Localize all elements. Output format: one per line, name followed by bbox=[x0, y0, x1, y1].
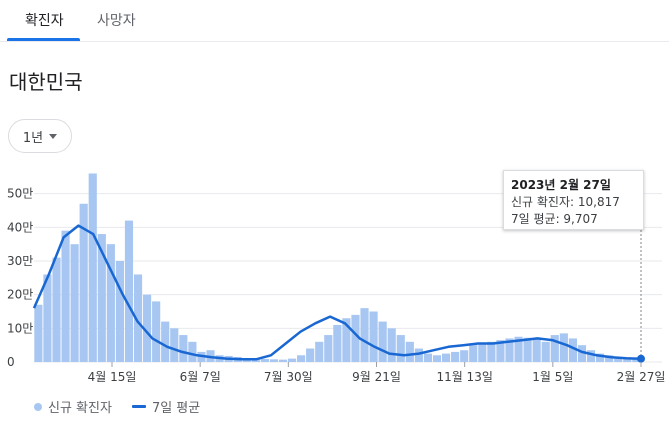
case-bar bbox=[324, 335, 333, 362]
legend-line-label: 7일 평균 bbox=[151, 401, 201, 416]
case-bar bbox=[451, 351, 460, 362]
case-bar bbox=[478, 343, 487, 362]
case-bar bbox=[97, 234, 106, 362]
case-bar bbox=[360, 308, 369, 362]
tab-bar: 확진자 사망자 bbox=[0, 0, 669, 42]
case-bar bbox=[568, 338, 577, 362]
tab-deaths[interactable]: 사망자 bbox=[97, 13, 136, 29]
case-bar bbox=[523, 337, 532, 362]
case-bar bbox=[306, 348, 315, 362]
case-bar bbox=[61, 230, 70, 362]
y-tick-label: 40만 bbox=[7, 220, 33, 234]
legend-line-swatch bbox=[131, 405, 146, 408]
tooltip-date: 2023년 2월 27일 bbox=[511, 178, 611, 192]
y-tick-label: 30만 bbox=[7, 254, 33, 268]
average-point-marker bbox=[637, 354, 645, 363]
case-bar bbox=[351, 314, 360, 362]
y-tick-label: 20만 bbox=[7, 288, 33, 302]
case-bar bbox=[115, 261, 124, 362]
case-bar bbox=[460, 350, 469, 362]
case-bar bbox=[378, 321, 387, 362]
x-tick-label: 11월 13일 bbox=[436, 370, 492, 384]
case-bar bbox=[260, 358, 269, 362]
y-tick-label: 10만 bbox=[7, 321, 33, 335]
x-tick-label: 2월 27일 bbox=[617, 370, 666, 384]
x-tick-label: 6월 7일 bbox=[180, 370, 221, 384]
case-bar bbox=[70, 244, 79, 362]
y-tick-label: 50만 bbox=[7, 187, 33, 201]
case-bar bbox=[405, 341, 414, 362]
case-bar bbox=[550, 335, 559, 362]
case-bar bbox=[559, 333, 568, 362]
case-bar bbox=[152, 301, 161, 362]
case-bar bbox=[487, 341, 496, 362]
case-bar bbox=[496, 340, 505, 362]
case-bar bbox=[441, 353, 451, 362]
case-bar bbox=[188, 341, 197, 362]
case-bar bbox=[623, 357, 632, 362]
case-bar bbox=[577, 345, 587, 362]
case-bar bbox=[179, 335, 188, 362]
case-bar bbox=[333, 324, 342, 362]
case-bar bbox=[632, 358, 641, 362]
case-bar bbox=[586, 350, 596, 362]
case-bar bbox=[387, 328, 396, 362]
case-bar bbox=[505, 338, 514, 362]
region-title: 대한민국 bbox=[9, 70, 83, 94]
case-bar bbox=[369, 311, 378, 362]
case-bar bbox=[297, 355, 306, 362]
case-bar bbox=[414, 348, 423, 362]
tooltip-average: 7일 평균: 9,707 bbox=[511, 212, 598, 226]
case-bar bbox=[52, 257, 61, 362]
case-bar bbox=[541, 341, 550, 362]
chart-tooltip: 2023년 2월 27일 신규 확진자: 10,817 7일 평균: 9,707 bbox=[503, 170, 644, 230]
case-bar bbox=[106, 244, 115, 362]
active-tab-indicator bbox=[7, 38, 80, 41]
x-tick-label: 1월 5일 bbox=[532, 370, 573, 384]
case-bar bbox=[596, 353, 605, 362]
case-bar bbox=[88, 173, 97, 362]
case-bar bbox=[124, 220, 134, 362]
case-bar bbox=[469, 345, 478, 362]
legend-bar-label: 신규 확진자 bbox=[48, 401, 112, 416]
case-bar bbox=[34, 304, 43, 362]
average-line bbox=[32, 224, 642, 361]
range-label: 1년 bbox=[22, 130, 44, 146]
cases-chart: 0 10만 20만 30만 40만 50만 4월 15일 6월 7일 7월 30일 9월 21일 1… bbox=[7, 173, 666, 384]
x-tick-label: 9월 21일 bbox=[352, 370, 401, 384]
tooltip-new-cases: 신규 확진자: 10,817 bbox=[511, 195, 620, 209]
case-bar bbox=[396, 335, 405, 362]
case-bar bbox=[133, 274, 143, 362]
legend-bar-swatch bbox=[34, 402, 42, 411]
case-bar bbox=[315, 341, 324, 362]
y-tick-label: 0 bbox=[7, 355, 15, 369]
case-bar bbox=[170, 328, 179, 362]
chart-legend: 신규 확진자 7일 평균 bbox=[34, 397, 200, 416]
case-bar bbox=[605, 355, 614, 362]
case-bar bbox=[43, 274, 52, 362]
case-bar bbox=[423, 353, 433, 362]
case-bar bbox=[278, 359, 288, 362]
tab-cases[interactable]: 확진자 bbox=[25, 13, 64, 29]
case-bar bbox=[143, 294, 152, 362]
case-bar bbox=[432, 355, 442, 362]
range-dropdown[interactable]: 1년 bbox=[8, 119, 72, 153]
case-bar bbox=[287, 358, 297, 362]
x-tick-label: 4월 15일 bbox=[88, 370, 137, 384]
case-bar bbox=[514, 336, 523, 362]
dropdown-caret-icon bbox=[49, 133, 58, 139]
case-bar bbox=[614, 356, 623, 362]
case-bar bbox=[532, 338, 541, 362]
case-bar bbox=[79, 203, 88, 362]
case-bar bbox=[161, 321, 170, 362]
x-tick-label: 7월 30일 bbox=[264, 370, 313, 384]
case-bar bbox=[269, 359, 279, 362]
case-bar bbox=[342, 318, 351, 362]
